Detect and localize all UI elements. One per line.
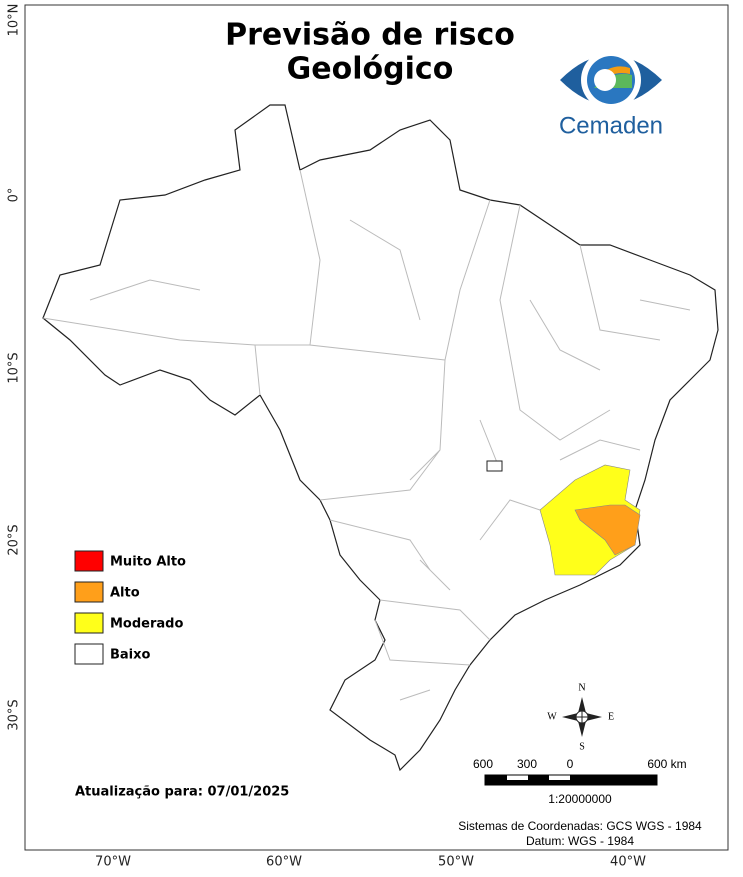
- compass-label: S: [579, 741, 585, 752]
- lon-label: 70°W: [95, 855, 131, 870]
- legend-label: Moderado: [110, 617, 183, 632]
- title-line: Previsão de risco: [225, 18, 515, 53]
- legend-label: Alto: [110, 586, 140, 601]
- brazil-map: [42, 104, 719, 772]
- scale-label: 0: [567, 757, 574, 771]
- lon-label: 50°W: [438, 855, 474, 870]
- legend-swatch: [74, 581, 104, 603]
- legend-swatch: [74, 643, 104, 665]
- crs-text: Sistemas de Coordenadas: GCS WGS - 1984: [458, 819, 702, 833]
- legend-label: Muito Alto: [110, 555, 186, 570]
- lon-label: 40°W: [610, 855, 646, 870]
- lat-label: 20°S: [7, 524, 22, 555]
- update-date: Atualização para: 07/01/2025: [75, 785, 289, 800]
- scale-label: 300: [517, 757, 537, 771]
- scale-label: 600 km: [647, 757, 686, 771]
- legend: Muito Alto Alto Moderado Baixo: [74, 550, 186, 665]
- lon-label: 60°W: [266, 855, 302, 870]
- compass-label: N: [578, 682, 585, 693]
- lat-label: 0°: [7, 188, 22, 203]
- logo-text: Cemaden: [559, 112, 663, 139]
- scale-label: 600: [473, 757, 493, 771]
- compass: N S E W: [547, 682, 614, 752]
- logo: Cemaden: [559, 50, 663, 139]
- scale-ratio: 1:20000000: [548, 792, 612, 806]
- lat-label: 10°S: [7, 352, 22, 383]
- legend-label: Baixo: [110, 648, 151, 663]
- legend-swatch: [74, 550, 104, 572]
- lat-label: 30°S: [7, 699, 22, 730]
- scale-bar: 600 300 0 600 km 1:20000000: [473, 757, 687, 806]
- title-line: Geológico: [287, 52, 454, 87]
- legend-swatch: [74, 612, 104, 634]
- compass-label: W: [547, 711, 557, 722]
- crs-text: Datum: WGS - 1984: [526, 834, 634, 848]
- lat-label: 10°N: [7, 4, 22, 37]
- compass-label: E: [608, 711, 614, 722]
